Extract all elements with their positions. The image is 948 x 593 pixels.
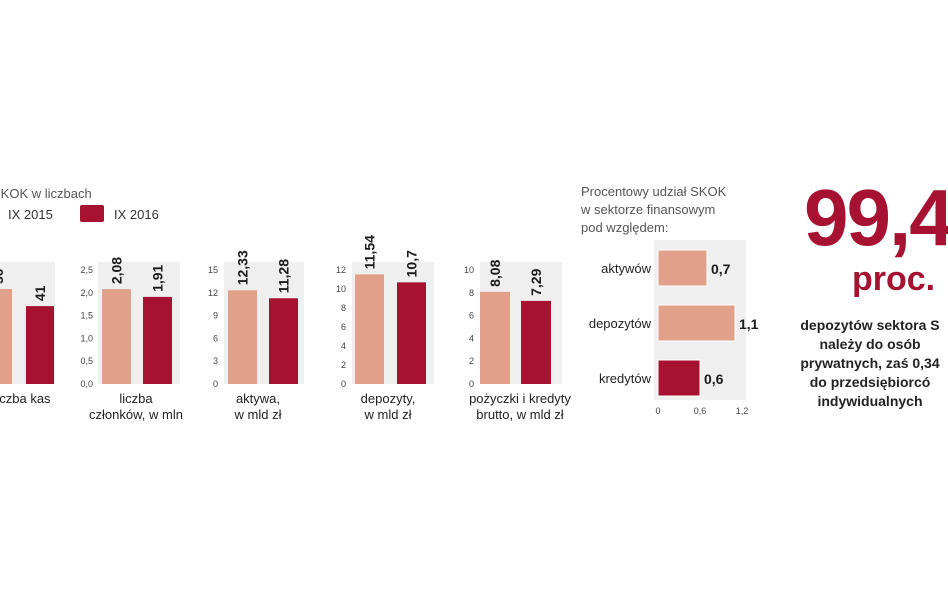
chart-pozyczki: 0 2 4 6 8 10 8,08 7,29 pożyczki i kredytybrutto,… bbox=[464, 259, 571, 422]
share-value-label: 0,6 bbox=[704, 371, 724, 387]
y-tick-label: 0,0 bbox=[80, 379, 93, 389]
y-tick-label: 8 bbox=[341, 303, 346, 313]
y-tick-label: 6 bbox=[469, 311, 474, 321]
y-tick-label: 4 bbox=[469, 333, 474, 343]
bar-ix-2016 bbox=[397, 282, 426, 384]
highlight-value: 99,4 bbox=[804, 173, 948, 262]
bar-ix-2015 bbox=[102, 289, 131, 384]
bar-value-label: 12,33 bbox=[235, 250, 251, 285]
bar-value-label: 1,91 bbox=[150, 264, 166, 291]
bar-value-label: 2,08 bbox=[109, 257, 125, 284]
y-tick-label: 10 bbox=[464, 265, 474, 275]
bar-value-label: 50 bbox=[0, 268, 6, 284]
chart-caption-line: brutto, w mld zł bbox=[476, 407, 564, 422]
highlight-unit: proc. bbox=[852, 260, 936, 298]
vertical-bar-charts: 50 41 liczba kas 0,0 0,5 1,0 1,5 2,0 2,5 2,08 1,91… bbox=[0, 235, 571, 422]
y-tick-label: 12 bbox=[336, 265, 346, 275]
y-tick-label: 8 bbox=[469, 288, 474, 298]
y-tick-label: 2 bbox=[341, 360, 346, 370]
share-category-label: depozytów bbox=[589, 316, 652, 331]
share-x-tick-label: 1,2 bbox=[736, 406, 749, 416]
share-value-label: 1,1 bbox=[739, 316, 759, 332]
share-x-tick-label: 0 bbox=[655, 406, 660, 416]
bar-value-label: 8,08 bbox=[487, 259, 503, 286]
y-tick-label: 9 bbox=[213, 311, 218, 321]
y-tick-label: 0,5 bbox=[80, 356, 93, 366]
share-bar-kredytów bbox=[657, 359, 701, 397]
chart-caption-line: w mld zł bbox=[234, 407, 282, 422]
bar-ix-2015 bbox=[355, 274, 384, 384]
bar-ix-2015 bbox=[480, 291, 510, 384]
share-x-tick-label: 0,6 bbox=[694, 406, 707, 416]
y-tick-label: 1,5 bbox=[80, 311, 93, 321]
bar-value-label: 7,29 bbox=[528, 268, 544, 295]
bar-value-label: 41 bbox=[32, 285, 48, 301]
legend-label-2015: IX 2015 bbox=[8, 207, 53, 222]
bar-ix-2015 bbox=[0, 289, 12, 384]
share-category-label: kredytów bbox=[599, 371, 652, 386]
chart-caption-line: depozyty, bbox=[361, 391, 416, 406]
highlight-line-5: indywidualnych bbox=[817, 393, 923, 409]
bar-value-label: 11,54 bbox=[362, 235, 378, 269]
y-tick-label: 6 bbox=[341, 322, 346, 332]
chart-depozyty: 0 2 4 6 8 10 12 11,54 10,7 depozyty,w mld zł bbox=[336, 235, 434, 422]
highlight-description: depozytów sektora S należy do osób prywa… bbox=[770, 316, 948, 411]
highlight-line-3: prywatnych, zaś 0,34 bbox=[800, 355, 940, 371]
chart-caption-line: w mld zł bbox=[364, 407, 412, 422]
bar-value-label: 11,28 bbox=[276, 259, 292, 293]
share-bar-chart: aktywów 0,7 depozytów 1,1 kredytów 0,6 0 0,6 1,2 bbox=[589, 240, 759, 416]
y-tick-label: 1,0 bbox=[80, 333, 93, 343]
bar-ix-2016 bbox=[521, 300, 551, 384]
y-tick-label: 3 bbox=[213, 356, 218, 366]
bar-ix-2016 bbox=[143, 296, 172, 384]
highlight-line-4: do przedsiębiorcó bbox=[809, 374, 931, 390]
y-tick-label: 0 bbox=[341, 379, 346, 389]
share-value-label: 0,7 bbox=[711, 261, 731, 277]
share-title-line-2: w sektorze finansowym bbox=[580, 202, 715, 217]
y-tick-label: 15 bbox=[208, 265, 218, 275]
chart-caption-line: liczba bbox=[119, 391, 153, 406]
share-title-line-1: Procentowy udział SKOK bbox=[581, 184, 727, 199]
chart-aktywa: 0 3 6 9 12 15 12,33 11,28 aktywa,w mld zł bbox=[208, 250, 304, 422]
highlight-line-2: należy do osób bbox=[819, 336, 921, 352]
chart-caption-line: członków, w mln bbox=[89, 407, 183, 422]
share-category-label: aktywów bbox=[601, 261, 651, 276]
legend-title: SKOK w liczbach bbox=[0, 186, 92, 201]
y-tick-label: 12 bbox=[208, 288, 218, 298]
bar-ix-2015 bbox=[228, 290, 257, 384]
legend-label-2016: IX 2016 bbox=[114, 207, 159, 222]
y-tick-label: 2,5 bbox=[80, 265, 93, 275]
y-tick-label: 10 bbox=[336, 284, 346, 294]
y-tick-label: 6 bbox=[213, 333, 218, 343]
y-tick-label: 0 bbox=[469, 379, 474, 389]
y-tick-label: 4 bbox=[341, 341, 346, 351]
share-title-line-3: pod względem: bbox=[581, 220, 668, 235]
chart-caption-line: aktywa, bbox=[236, 391, 280, 406]
legend-swatch-2016 bbox=[80, 205, 104, 222]
bar-ix-2016 bbox=[269, 298, 298, 384]
bar-ix-2016 bbox=[26, 306, 54, 384]
chart-caption-line: pożyczki i kredyty bbox=[469, 391, 571, 406]
y-tick-label: 0 bbox=[213, 379, 218, 389]
highlight-line-1: depozytów sektora S bbox=[800, 317, 940, 333]
chart-czlonkowie: 0,0 0,5 1,0 1,5 2,0 2,5 2,08 1,91 liczbaczłonków… bbox=[80, 257, 182, 422]
share-bar-aktywów bbox=[657, 249, 708, 287]
share-bar-depozytów bbox=[657, 304, 736, 342]
bar-value-label: 10,7 bbox=[404, 250, 420, 277]
y-tick-label: 2,0 bbox=[80, 288, 93, 298]
chart-caption-line: liczba kas bbox=[0, 391, 51, 406]
y-tick-label: 2 bbox=[469, 356, 474, 366]
chart-kasy: 50 41 liczba kas bbox=[0, 262, 55, 406]
